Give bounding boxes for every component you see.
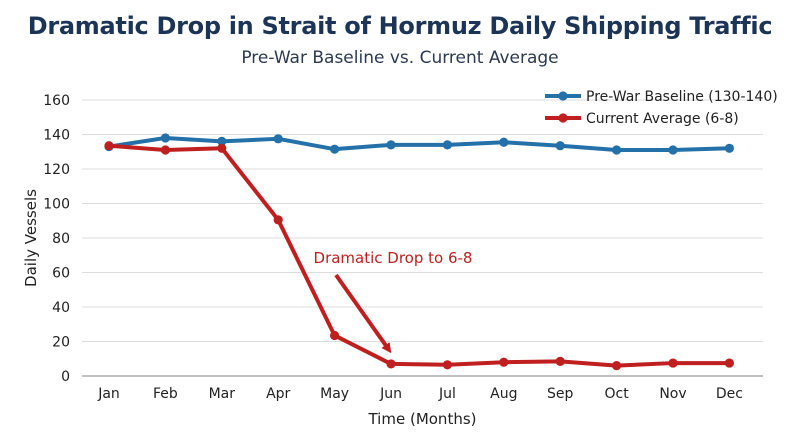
data-point [499, 137, 509, 147]
annotation: Dramatic Drop to 6-8 [314, 249, 473, 354]
y-tick-label: 100 [43, 197, 70, 213]
legend-swatch-marker [558, 91, 568, 101]
data-point [442, 360, 452, 370]
x-tick-label: Oct [604, 386, 629, 402]
data-point [668, 358, 678, 368]
axes: 0 20 40 60 80 100 120 140 160 Jan Feb Mar Apr May Jun J… [22, 93, 763, 428]
y-tick-label: 60 [52, 266, 70, 282]
y-tick-label: 20 [52, 335, 70, 351]
data-point [386, 140, 396, 150]
x-tick-label: Jul [438, 386, 456, 402]
data-point [612, 145, 622, 155]
legend-item: Current Average (6-8) [545, 111, 739, 127]
y-tick-label: 40 [52, 300, 70, 316]
series-baseline [104, 133, 735, 155]
x-tick-label: Dec [716, 386, 743, 402]
y-tick-label: 120 [43, 162, 70, 178]
y-tick-label: 80 [52, 231, 70, 247]
y-tick-label: 0 [61, 369, 70, 385]
data-point [273, 134, 283, 144]
data-point [612, 361, 622, 371]
series-line [107, 143, 732, 368]
chart-title: Dramatic Drop in Strait of Hormuz Daily … [27, 12, 773, 40]
data-point [668, 145, 678, 155]
legend: Pre-War Baseline (130-140) Current Averag… [545, 89, 778, 127]
data-point [104, 141, 114, 151]
x-tick-label: Nov [659, 386, 686, 402]
series-line [107, 135, 732, 153]
x-tick-label: Jun [379, 386, 402, 402]
data-point [499, 357, 509, 367]
x-tick-label: Sep [547, 386, 574, 402]
data-point [555, 141, 565, 151]
data-point [330, 144, 340, 154]
gridlines [82, 99, 763, 342]
legend-label: Pre-War Baseline (130-140) [586, 89, 778, 105]
data-point [442, 140, 452, 150]
y-axis-title: Daily Vessels [22, 189, 40, 287]
data-point [217, 143, 227, 153]
series [104, 133, 735, 371]
data-point [273, 215, 283, 225]
series-current [104, 141, 735, 371]
x-tick-label: Aug [490, 386, 517, 402]
x-tick-label: May [320, 386, 349, 402]
legend-swatch-marker [558, 113, 568, 123]
annotation-arrow [334, 273, 392, 354]
data-point [217, 136, 227, 146]
data-point [724, 143, 735, 153]
x-tick-label: Mar [209, 386, 236, 402]
chart-subtitle: Pre-War Baseline vs. Current Average [241, 48, 559, 68]
legend-item: Pre-War Baseline (130-140) [545, 89, 778, 105]
y-tick-label: 140 [43, 128, 70, 144]
x-tick-label: Jan [97, 386, 120, 402]
data-point [160, 145, 170, 155]
x-tick-label: Feb [153, 386, 178, 402]
x-axis-title: Time (Months) [367, 410, 476, 428]
annotation-text: Dramatic Drop to 6-8 [314, 249, 473, 267]
x-tick-label: Apr [266, 386, 290, 402]
data-point [330, 330, 340, 341]
legend-label: Current Average (6-8) [586, 111, 739, 127]
data-point [555, 356, 565, 366]
data-point [160, 133, 170, 143]
data-point [386, 359, 396, 369]
data-point [724, 358, 735, 368]
y-tick-label: 160 [43, 93, 70, 109]
